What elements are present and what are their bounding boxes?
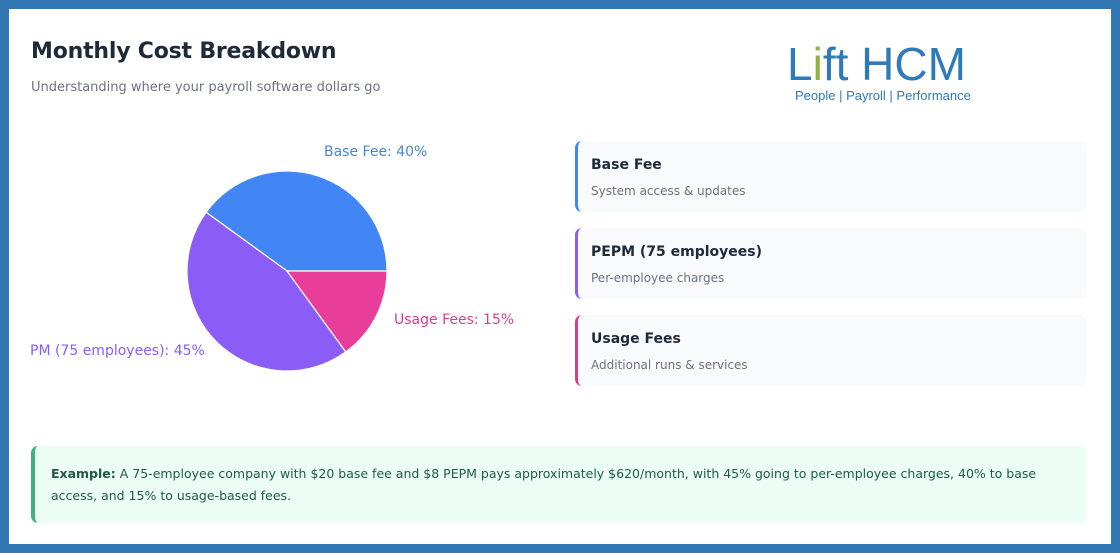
logo-wordmark: Lift HCM [787, 37, 966, 91]
legend-item-name: Base Fee [591, 157, 662, 173]
slice-label-usage-fees: Usage Fees: 15% [394, 312, 515, 328]
legend-item-desc: Additional runs & services [591, 358, 748, 372]
slice-label-pm: PM (75 employees): 45% [30, 343, 205, 359]
legend-item-desc: Per-employee charges [591, 271, 725, 285]
example-text: A 75-employee company with $20 base fee … [51, 466, 1037, 503]
logo-letter-i: i [812, 38, 823, 90]
legend-item-name: PEPM (75 employees) [591, 244, 763, 260]
page-title: Monthly Cost Breakdown [31, 39, 337, 64]
logo-letters-rest: ft HCM [822, 38, 966, 90]
pie-slice-base-fee [205, 170, 388, 272]
cost-pie-chart: Base Fee: 40% PM (75 employees): 45% Usa… [9, 9, 569, 429]
example-label: Example: [51, 466, 116, 481]
pie-svg [186, 170, 388, 372]
legend-item-pepm: PEPM (75 employees) Per-employee charges [575, 228, 1086, 299]
legend-item-desc: System access & updates [591, 184, 746, 198]
cost-breakdown-card: Monthly Cost Breakdown Understanding whe… [9, 9, 1111, 544]
cost-legend: Base Fee System access & updates PEPM (7… [575, 141, 1086, 402]
slice-label-base-fee: Base Fee: 40% [324, 144, 428, 160]
lift-hcm-logo: Lift HCM People | Payroll | Performance [787, 37, 987, 107]
legend-item-base-fee: Base Fee System access & updates [575, 141, 1086, 212]
example-callout: Example: A 75-employee company with $20 … [31, 446, 1087, 523]
pie-slices [186, 170, 388, 372]
logo-tagline: People | Payroll | Performance [795, 88, 971, 103]
pie-slice-pm [186, 211, 347, 372]
legend-item-usage-fees: Usage Fees Additional runs & services [575, 315, 1086, 386]
page-subtitle: Understanding where your payroll softwar… [31, 80, 381, 95]
pie-slice-usage-fees [285, 270, 388, 353]
legend-item-name: Usage Fees [591, 331, 681, 347]
logo-letter-l: L [787, 38, 813, 90]
